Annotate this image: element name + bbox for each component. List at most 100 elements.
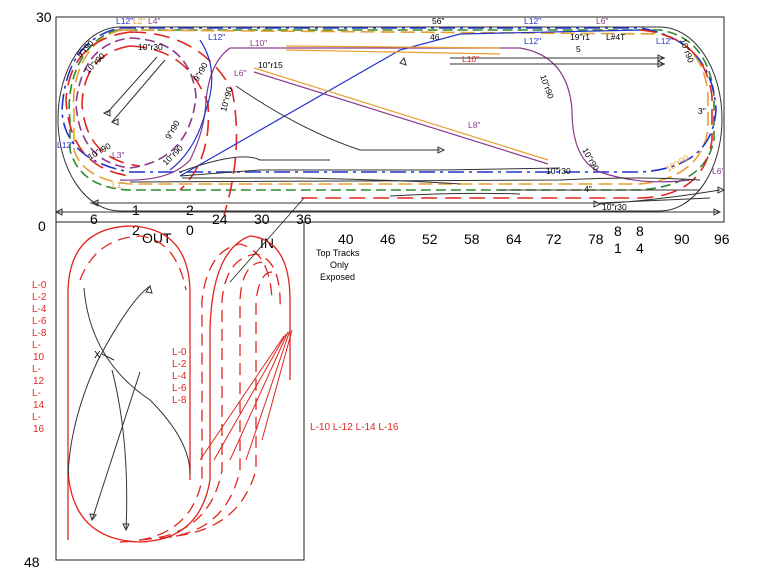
track-purple-diag (253, 71, 549, 165)
scale-tick: 64 (506, 231, 522, 247)
mainline-outer (57, 26, 723, 212)
yard-leads (56, 57, 721, 213)
scale-tick: 46 (380, 231, 396, 247)
label-3in: 3" (698, 106, 706, 116)
label-r90f: 10"r90 (160, 143, 185, 168)
level-label: 12 (33, 376, 45, 387)
label-r90c: 9"r90 (191, 60, 210, 83)
label-l12-c: L12" (524, 36, 541, 46)
scale-tick: 30 (254, 211, 270, 227)
scale-tick: 4 (636, 240, 644, 256)
label-46: 46 (430, 32, 440, 42)
edge-label-48: 48 (24, 554, 40, 569)
level-label: 16 (33, 424, 45, 435)
level-label: L- (32, 364, 41, 375)
level-label: L-4 (32, 304, 47, 315)
label-l4t: L#4T (606, 32, 625, 42)
scale-tick: 96 (714, 231, 730, 247)
track-purple-inner (119, 47, 691, 183)
upper-deck-labels: L12" L2" L4" 10"r30 9"r90 10"r90 10"r15 … (57, 16, 724, 212)
level-label: L-0 (32, 280, 47, 291)
callout-line: Exposed (320, 272, 355, 282)
track-red-loop-a (65, 31, 238, 216)
label-l12-e: L12" (57, 140, 74, 150)
level-label: 14 (33, 400, 45, 411)
scale-tick: 8 (636, 223, 644, 239)
label-r30a: 10"r30 (138, 42, 163, 52)
label-top-l4: L4" (148, 16, 160, 26)
siding-left (106, 56, 166, 123)
helix-tracks (67, 225, 293, 543)
in-label: IN (260, 235, 274, 251)
label-56: 56" (432, 16, 444, 26)
scale-tick: 2 (186, 202, 194, 218)
track-purple-left (75, 37, 197, 169)
helix-solid-outer (67, 225, 191, 540)
scale-tick: 1 (614, 240, 622, 256)
label-r15: 10"r15 (258, 60, 283, 70)
scale-tick: 36 (296, 211, 312, 227)
label-4in: 4" (584, 184, 592, 194)
scale-tick: 6 (90, 211, 98, 227)
level-labels-right: L-10 L-12 L-14 L-16 (310, 422, 399, 433)
bumpers-helix (89, 284, 153, 532)
helix-dashed-2 (119, 243, 273, 543)
x-mark: X (94, 350, 101, 361)
level-label: L-4 (172, 371, 187, 382)
track-orange (72, 29, 709, 185)
label-r90d: 10"r90 (218, 86, 234, 113)
level-label: L-6 (172, 383, 187, 394)
scale-tick: 72 (546, 231, 562, 247)
scale-tick: 58 (464, 231, 480, 247)
label-l1: L1" (112, 180, 124, 190)
callout: Top Tracks Only Exposed (229, 197, 360, 283)
label-r90g: 10"r90 (86, 141, 113, 162)
label-r90k: 10"r90 (664, 153, 691, 174)
label-l6-b: L6" (234, 68, 246, 78)
label-l12-b: L12" (524, 16, 541, 26)
benchwork-outline (55, 16, 725, 561)
scale-tick: 8 (614, 223, 622, 239)
callout-line: Only (330, 260, 349, 270)
track-blue-crossing (169, 29, 641, 177)
track-red-right (300, 29, 713, 199)
lower-scale: 40 46 52 58 64 72 78 8 1 8 4 90 96 (338, 223, 730, 256)
level-label: 10 (33, 352, 45, 363)
label-r30b: 10"r30 (546, 166, 571, 176)
label-l3: L3" (112, 150, 124, 160)
level-label: L- (32, 412, 41, 423)
level-label: L- (32, 388, 41, 399)
level-label: L-8 (32, 328, 47, 339)
label-l12-d: L12" (656, 36, 673, 46)
label-l6-c: L6" (712, 166, 724, 176)
edge-label-30: 30 (36, 9, 52, 25)
label-top-l2: L2" (133, 16, 145, 26)
upper-scale: 6 1 2 24 30 36 2 OUT 0 IN (90, 202, 312, 251)
label-l10-a: L10" (250, 38, 267, 48)
label-r30c: 10"r30 (602, 202, 627, 212)
bumpers-upper (54, 54, 726, 216)
upper-deck-tracks (56, 26, 723, 216)
track-orange-diag (253, 45, 549, 161)
label-l10-b: L10" (462, 54, 479, 64)
label-top-l12: L12" (116, 16, 133, 26)
label-l12-a: L12" (208, 32, 225, 42)
helix-dashed-3 (139, 253, 281, 541)
level-label: L- (32, 340, 41, 351)
scale-tick: 40 (338, 231, 354, 247)
label-l8: L8" (468, 120, 480, 130)
level-label: L-6 (32, 316, 47, 327)
level-label: L-2 (172, 359, 187, 370)
helix-inner-black (67, 285, 191, 531)
helix-dashed-5 (175, 271, 273, 537)
label-19r1: 19"r1 (570, 32, 590, 42)
scale-tick: 0 (186, 222, 194, 238)
callout-line: Top Tracks (316, 248, 360, 258)
level-labels-mid: L-0 L-2 L-4 L-6 L-8 (172, 347, 187, 406)
level-label: L-0 (172, 347, 187, 358)
label-r90e: 9"r90 (163, 118, 182, 141)
track-green (68, 29, 715, 191)
scale-tick: 1 (132, 202, 140, 218)
scale-tick: 52 (422, 231, 438, 247)
